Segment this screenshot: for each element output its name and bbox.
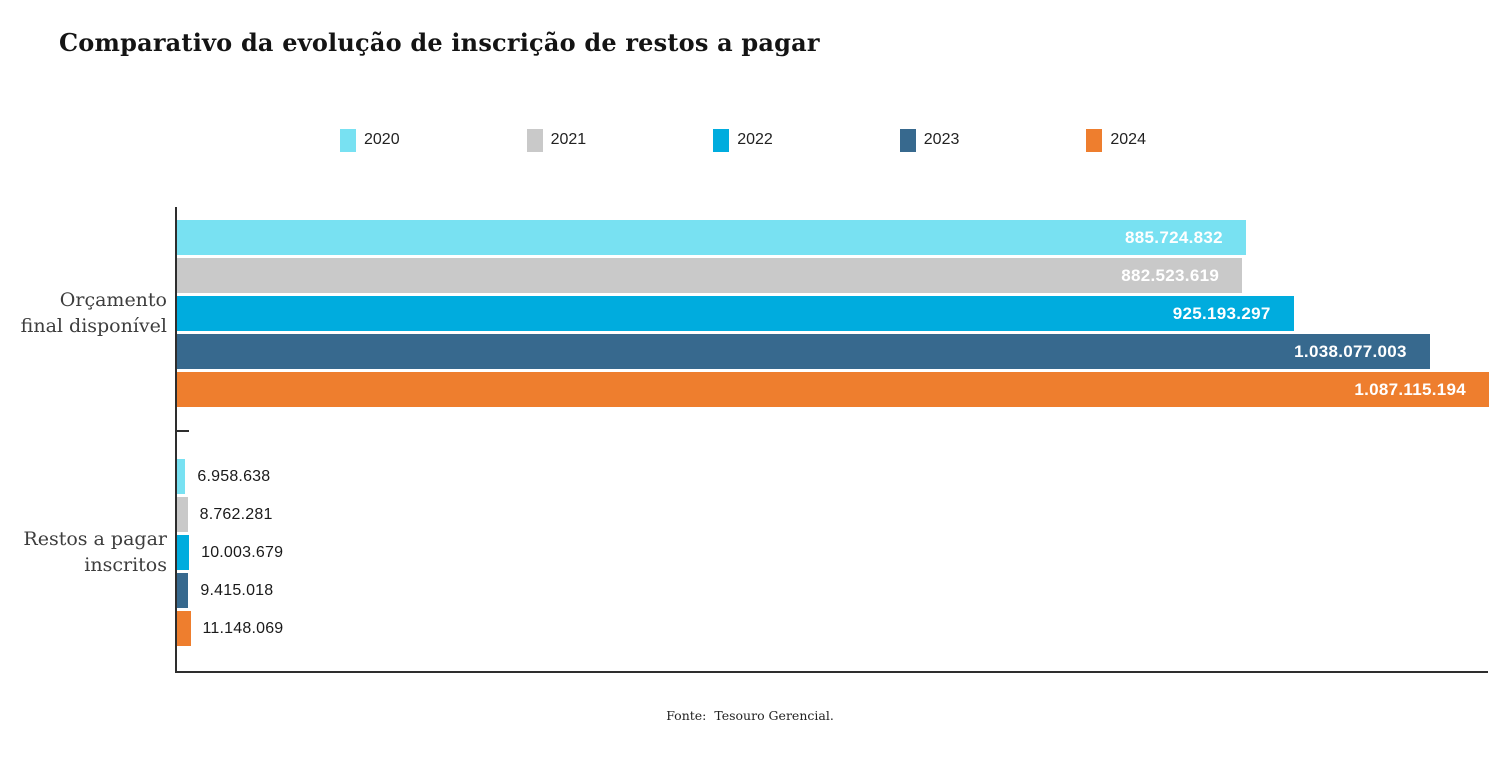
- bar-2021-restos-a-pagar-inscritos: [177, 497, 188, 532]
- bar-2023-orcamento-final-disponivel: 1.038.077.003: [177, 334, 1430, 369]
- legend-label-2021: 2021: [550, 131, 587, 148]
- value-label-2023-restos-a-pagar-inscritos: 9.415.018: [200, 581, 274, 599]
- value-label-2022-orcamento-final-disponivel: 925.193.297: [1172, 303, 1271, 323]
- bar-row-2023-restos-a-pagar-inscritos: 9.415.018: [177, 573, 283, 608]
- legend: 2020 2021 2022 2023 2024: [340, 126, 1146, 154]
- bar-2022-orcamento-final-disponivel: 925.193.297: [177, 296, 1294, 331]
- legend-label-2024: 2024: [1110, 131, 1146, 148]
- legend-swatch-2021: [526, 128, 543, 152]
- bar-2021-orcamento-final-disponivel: 882.523.619: [177, 258, 1243, 293]
- bar-2023-restos-a-pagar-inscritos: [177, 573, 189, 608]
- legend-swatch-2020: [340, 128, 356, 152]
- value-label-2024-restos-a-pagar-inscritos: 11.148.069: [202, 619, 284, 637]
- legend-item-2023: 2023: [899, 128, 960, 152]
- value-label-2024-orcamento-final-disponivel: 1.087.115.194: [1354, 379, 1466, 399]
- legend-item-2022: 2022: [713, 128, 773, 152]
- legend-item-2021: 2021: [526, 128, 587, 152]
- bar-row-2021-orcamento-final-disponivel: 882.523.619: [177, 258, 1489, 293]
- legend-item-2020: 2020: [340, 128, 400, 152]
- category-label-restos-a-pagar-inscritos: Restos a pagar inscritos: [23, 528, 167, 576]
- bar-row-2020-orcamento-final-disponivel: 885.724.832: [177, 220, 1489, 255]
- bar-2022-restos-a-pagar-inscritos: [177, 535, 190, 570]
- category-label-orcamento-final-disponivel: Orçamento final disponível: [20, 289, 167, 337]
- chart-title: Comparativo da evolução de inscrição de …: [59, 28, 820, 57]
- y-axis-line: [175, 207, 177, 673]
- bar-group-orcamento-final-disponivel: 885.724.832 882.523.619 925.193.297 1.038.0…: [177, 220, 1489, 407]
- value-label-2022-restos-a-pagar-inscritos: 10.003.679: [201, 543, 284, 561]
- bar-row-2022-orcamento-final-disponivel: 925.193.297: [177, 296, 1489, 331]
- value-label-2021-orcamento-final-disponivel: 882.523.619: [1121, 265, 1220, 285]
- bar-group-restos-a-pagar-inscritos: 6.958.638 8.762.281 10.003.679 9.415.018 11.…: [177, 459, 283, 646]
- legend-label-2023: 2023: [923, 131, 960, 148]
- legend-swatch-2022: [713, 128, 730, 152]
- category-divider-tick: [175, 430, 189, 432]
- value-label-2020-orcamento-final-disponivel: 885.724.832: [1125, 227, 1223, 247]
- bar-2020-restos-a-pagar-inscritos: [177, 459, 186, 494]
- value-label-2021-restos-a-pagar-inscritos: 8.762.281: [199, 505, 273, 523]
- bar-row-2020-restos-a-pagar-inscritos: 6.958.638: [177, 459, 283, 494]
- bar-2024-restos-a-pagar-inscritos: [177, 611, 191, 646]
- value-label-2023-orcamento-final-disponivel: 1.038.077.003: [1294, 341, 1407, 361]
- bar-row-2024-orcamento-final-disponivel: 1.087.115.194: [177, 372, 1489, 407]
- bar-row-2022-restos-a-pagar-inscritos: 10.003.679: [177, 535, 283, 570]
- bar-row-2021-restos-a-pagar-inscritos: 8.762.281: [177, 497, 283, 532]
- legend-label-2020: 2020: [364, 131, 400, 148]
- bar-2020-orcamento-final-disponivel: 885.724.832: [177, 220, 1246, 255]
- legend-swatch-2023: [899, 128, 916, 152]
- bar-row-2023-orcamento-final-disponivel: 1.038.077.003: [177, 334, 1489, 369]
- bar-2024-orcamento-final-disponivel: 1.087.115.194: [177, 372, 1489, 407]
- legend-label-2022: 2022: [737, 131, 773, 148]
- source-note: Fonte: Tesouro Gerencial.: [666, 708, 834, 723]
- bar-row-2024-restos-a-pagar-inscritos: 11.148.069: [177, 611, 283, 646]
- legend-swatch-2024: [1086, 128, 1103, 152]
- legend-item-2024: 2024: [1086, 128, 1146, 152]
- value-label-2020-restos-a-pagar-inscritos: 6.958.638: [197, 467, 271, 485]
- x-axis-line: [175, 671, 1488, 673]
